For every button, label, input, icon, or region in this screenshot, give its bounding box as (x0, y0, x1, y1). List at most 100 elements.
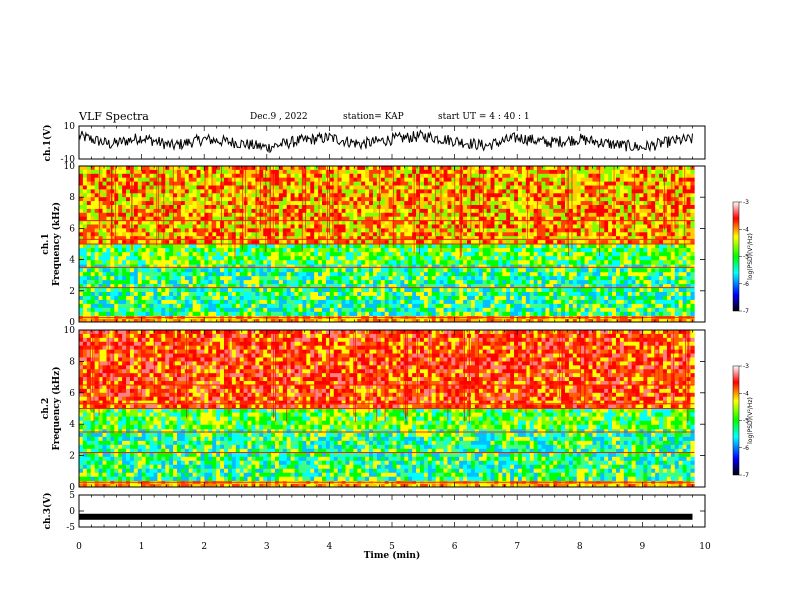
ch1-spectrogram-cell (380, 169, 386, 175)
ch1-spectrogram-cell (400, 288, 405, 293)
ch1-spectrogram-cell (337, 276, 342, 281)
ch1-spectrogram-cell (384, 299, 389, 305)
ch1-spectrogram-cell (239, 295, 244, 301)
ch1-spectrogram-cell (663, 303, 668, 309)
ch1-spectrogram-cell (619, 280, 625, 285)
ch1-spectrogram-cell (122, 201, 127, 206)
ch1-spectrogram-cell (314, 288, 319, 293)
ch1-spectrogram-cell (357, 252, 362, 257)
ch1-spectrogram-cell (118, 244, 123, 249)
ch1-spectrogram-cell (263, 256, 268, 261)
ch1-spectrogram-cell (431, 244, 436, 249)
ch1-spectrogram-cell (314, 264, 319, 269)
ch1-spectrogram-cell (455, 284, 460, 289)
ch1-spectrogram-cell (549, 260, 554, 265)
ch1-spectrogram-cell (404, 272, 409, 277)
ch1-spectrogram-cell (502, 307, 507, 313)
ch1-spectrogram-cell (412, 276, 417, 281)
ch1-spectrogram-cell (247, 181, 252, 186)
ch1-spectrogram-cell (639, 201, 644, 206)
ch1-spectrogram-cell (545, 288, 550, 293)
ch1-spectrogram-cell (227, 201, 233, 206)
ch1-spectrogram-cell (627, 256, 632, 261)
ch1-spectrogram-cell (584, 272, 589, 277)
ch1-spectrogram-cell (192, 256, 197, 261)
ch1-spectrogram-cell (173, 303, 178, 309)
ch1-spectrogram-cell (169, 268, 174, 273)
ch1-spectrogram-cell (302, 292, 307, 297)
ch1-spectrogram-cell (357, 248, 362, 253)
ch1-spectrogram-cell (615, 268, 621, 273)
ch1-spectrogram-cell (443, 193, 448, 198)
ch1-spectrogram-cell (145, 252, 150, 257)
ch1-spectrogram-cell (345, 311, 350, 317)
ch1-spectrogram-cell (263, 292, 268, 297)
ch1-spectrogram-cell (486, 166, 491, 171)
ch1-spectrogram-cell (86, 244, 92, 249)
ch1-spectrogram-cell (192, 264, 197, 269)
ch1-spectrogram-cell (369, 181, 374, 186)
ch1-spectrogram-cell (106, 252, 111, 257)
ch1-spectrogram-cell (408, 193, 413, 198)
ch1-spectrogram-cell (490, 173, 495, 178)
ch1-spectrogram-cell (580, 201, 585, 206)
ch1-spectrogram-cell (674, 268, 679, 273)
ch1-spectrogram-cell (227, 169, 233, 175)
ch1-spectrogram-cell (627, 311, 632, 317)
ch1-spectrogram-cell (423, 268, 429, 273)
ch1-spectrogram-cell (427, 292, 433, 297)
ch1-spectrogram-cell (227, 248, 233, 253)
ch1-spectrogram-cell (384, 284, 389, 289)
ch1-spectrogram-cell (416, 256, 421, 261)
ch1-spectrogram-cell (243, 248, 248, 253)
ch1-spectrogram-cell (180, 197, 186, 202)
ch1-spectrogram-cell (259, 181, 264, 186)
ch1-spectrogram-cell (372, 205, 378, 210)
ch1-spectrogram-cell (635, 181, 640, 186)
ch1-spectrogram-cell (251, 295, 256, 301)
ch1-spectrogram-cell (521, 303, 527, 309)
ch1-spectrogram-cell (82, 311, 88, 317)
ch1-spectrogram-cell (255, 264, 260, 269)
ch1-spectrogram-cell (490, 248, 495, 253)
ch1-spectrogram-cell (670, 268, 676, 273)
ch1-spectrogram-cell (337, 284, 342, 289)
ch1-spectrogram-cell (227, 177, 233, 182)
ch1-spectrogram-cell (655, 201, 660, 206)
ch1-spectrogram-cell (278, 288, 284, 293)
ch1-spectrogram-cell (647, 318, 652, 323)
ch1-spectrogram-cell (427, 288, 433, 293)
ch1-spectrogram-cell (333, 264, 338, 269)
ch1-spectrogram-cell (114, 173, 119, 178)
ch1-spectrogram-cell (674, 252, 679, 257)
ch1-spectrogram-cell (165, 284, 170, 289)
ch1-spectrogram-cell (361, 189, 366, 194)
ch1-spectrogram-cell (663, 177, 668, 182)
ch1-spectrogram-cell (400, 264, 405, 269)
ch1-spectrogram-cell (502, 181, 507, 186)
ch1-spectrogram-cell (663, 252, 668, 257)
ch1-spectrogram-cell (216, 248, 221, 253)
ch1-spectrogram-cell (482, 193, 487, 198)
ch1-spectrogram-cell (651, 292, 656, 297)
ch1-spectrogram-cell (435, 318, 440, 323)
ch1-spectrogram-cell (286, 295, 291, 301)
ch1-spectrogram-cell (318, 260, 323, 265)
ch1-spectrogram-cell (106, 272, 111, 277)
ch1-spectrogram-cell (196, 292, 201, 297)
ch1-spectrogram-cell (337, 185, 342, 190)
ch1-spectrogram-cell (678, 292, 683, 297)
ch1-spectrogram-cell (396, 299, 401, 305)
ch1-spectrogram-cell (227, 288, 233, 293)
ch1-spectrogram-cell (459, 295, 464, 301)
ch1-spectrogram-cell (94, 280, 99, 285)
ch1-spectrogram-cell (674, 272, 679, 277)
ch1-spectrogram-cell (165, 311, 170, 317)
ch1-spectrogram-cell (357, 268, 362, 273)
ch1-spectrogram-cell (243, 252, 248, 257)
ch1-spectrogram-cell (274, 173, 280, 178)
ch1-spectrogram-cell (145, 264, 150, 269)
ch1-spectrogram-cell (482, 248, 487, 253)
ch1-spectrogram-cell (369, 272, 374, 277)
ch1-spectrogram-cell (408, 166, 413, 171)
